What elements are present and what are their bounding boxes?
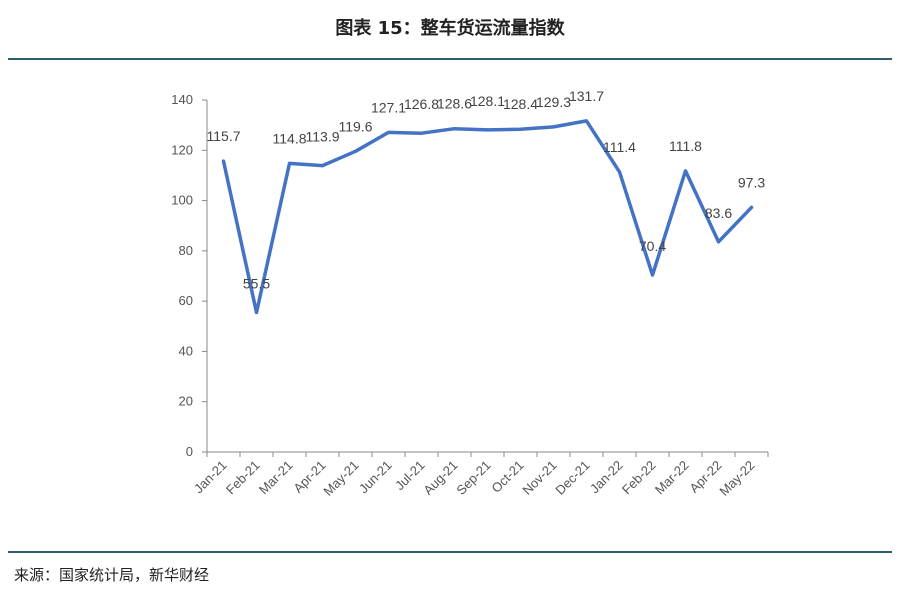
data-label: 129.3: [536, 94, 571, 110]
data-point: [420, 131, 423, 135]
y-tick-label: 120: [171, 142, 193, 157]
data-label: 131.7: [569, 88, 604, 104]
data-label: 128.1: [470, 93, 505, 109]
x-tick-label: May-21: [320, 458, 361, 499]
y-tick-label: 40: [179, 343, 193, 358]
data-label: 114.8: [273, 130, 307, 146]
x-tick-label: Feb-21: [223, 458, 263, 498]
data-point: [222, 159, 225, 163]
data-label: 128.4: [503, 96, 538, 112]
data-label: 113.9: [306, 129, 340, 145]
data-label: 111.8: [669, 138, 702, 154]
data-label: 115.7: [207, 128, 241, 144]
y-tick-label: 140: [171, 92, 193, 107]
bottom-divider: [8, 551, 892, 553]
top-divider: [8, 58, 892, 60]
data-label: 128.6: [437, 96, 472, 112]
data-label: 70.4: [639, 238, 666, 254]
x-tick-label: Jun-21: [356, 458, 395, 497]
x-tick-label: Jan-22: [587, 458, 626, 497]
source-note: 来源：国家统计局，新华财经: [14, 566, 210, 584]
x-tick-label: Sep-21: [453, 458, 493, 498]
series-layer: [221, 119, 754, 315]
data-label: 97.3: [738, 174, 765, 190]
data-point: [618, 170, 621, 174]
y-axis-ticks: 0 20 40 60 80 100 120 140: [171, 92, 207, 459]
data-label: 119.6: [339, 118, 373, 134]
y-tick-label: 60: [179, 293, 193, 308]
data-label: 126.8: [404, 96, 439, 112]
data-point: [288, 161, 291, 165]
x-tick-label: Dec-21: [552, 458, 592, 498]
y-tick-label: 100: [171, 193, 193, 208]
data-point: [750, 205, 753, 209]
x-tick-label: May-22: [716, 458, 757, 499]
y-tick-label: 80: [179, 243, 193, 258]
x-tick-label: Mar-21: [256, 458, 296, 498]
data-label: 111.4: [603, 139, 636, 155]
x-tick-label: Jan-21: [191, 458, 230, 497]
data-point: [321, 164, 324, 168]
data-point: [354, 149, 357, 153]
data-point: [387, 130, 390, 134]
data-label: 127.1: [371, 99, 406, 115]
data-point: [684, 169, 687, 173]
chart-title: 图表 15：整车货运流量指数: [335, 18, 565, 39]
data-point: [651, 273, 654, 277]
y-tick-label: 0: [186, 444, 193, 459]
data-point: [453, 127, 456, 131]
data-point: [519, 127, 522, 131]
x-tick-label: Aug-21: [420, 458, 460, 498]
x-tick-label: Nov-21: [519, 458, 559, 498]
data-point: [552, 125, 555, 129]
data-label: 83.6: [705, 205, 732, 221]
data-label: 55.5: [243, 275, 270, 291]
x-axis-ticks: Jan-21Feb-21Mar-21Apr-21May-21Jun-21Jul-…: [191, 452, 769, 499]
data-point: [717, 240, 720, 244]
data-point: [255, 310, 258, 314]
line-chart: 0 20 40 60 80 100 120 140 Jan-21Feb-21Mar-21Apr…: [171, 88, 769, 499]
chart-axes: [206, 100, 768, 453]
data-point: [585, 119, 588, 123]
y-tick-label: 20: [179, 394, 193, 409]
x-tick-label: Mar-22: [652, 458, 692, 498]
x-tick-label: Feb-22: [619, 458, 659, 498]
data-point: [486, 128, 489, 132]
